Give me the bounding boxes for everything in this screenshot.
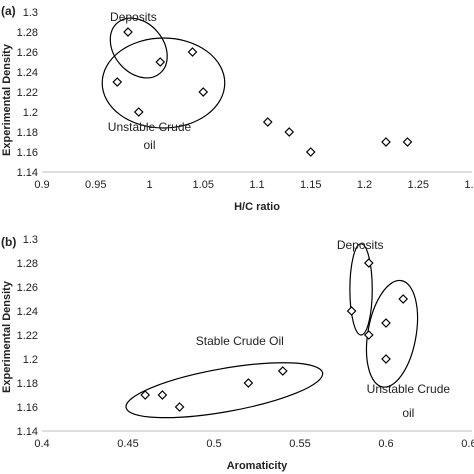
panel-b-x-axis-title: Aromaticity (227, 460, 288, 472)
panel-a-annotation-label: Deposits (110, 10, 157, 24)
panel-a-y-tick-label: 1.14 (17, 167, 38, 179)
panel-a-data-point (133, 107, 144, 117)
panel-b-x-tick-label: 0.45 (117, 438, 138, 450)
panel-b-data-point (140, 390, 151, 400)
panel-b-y-tick-label: 1.16 (17, 402, 38, 414)
panel-a-y-tick-label: 1.18 (17, 127, 38, 139)
panel-a-x-tick-label: 0.95 (85, 179, 106, 191)
panel-b-x-tick-label: 0.55 (289, 438, 310, 450)
panel-a-data-point (198, 87, 209, 97)
panel-a-x-tick-label: 1 (146, 179, 152, 191)
panel-a-scatter-chart: (a) Experimental Density H/C ratio 1.14 1… (1, 4, 474, 213)
panel-b-data-point (157, 390, 168, 400)
panel-b-data-point (277, 366, 288, 376)
panel-b-y-tick-label: 1.22 (17, 330, 38, 342)
panel-a-data-point (155, 57, 166, 67)
panel-a-data-point (112, 77, 123, 87)
panel-b-y-tick-label: 1.18 (17, 378, 38, 390)
panel-b-group-ellipse (125, 362, 324, 419)
panel-a-x-tick-label: 1.15 (300, 179, 321, 191)
panel-a-group-ellipse (101, 37, 226, 129)
panel-b-group-ellipse (365, 279, 419, 388)
panel-a-data-point (305, 147, 316, 157)
panel-b-scatter-chart: (b) Experimental Density Aromaticity 1.1… (1, 234, 474, 472)
panel-b-data-point (398, 294, 409, 304)
panel-b-x-tick-label: 0.5 (206, 438, 221, 450)
panel-a-x-tick-label: 1.05 (193, 179, 214, 191)
panel-a-data-point (123, 27, 133, 37)
panel-a-data-point (187, 47, 198, 57)
panel-a-y-tick-label: 1.2 (23, 107, 38, 119)
panel-a-data-point (402, 137, 413, 147)
panel-a-x-tick-label: 1.2 (357, 179, 372, 191)
panel-b-group-ellipse (349, 243, 373, 336)
panel-b-label: (b) (1, 235, 16, 249)
panel-a-y-tick-label: 1.24 (17, 67, 38, 79)
panel-a-label: (a) (1, 4, 16, 18)
panel-a-annotation-label: oil (143, 138, 155, 152)
panel-b-x-tick-label: 0.6 (378, 438, 393, 450)
panel-a-y-tick-label: 1.16 (17, 147, 38, 159)
panel-b-y-axis-title: Experimental Density (1, 280, 13, 393)
panel-b-y-tick-label: 1.28 (17, 258, 38, 270)
panel-b-annotation-label: oil (402, 406, 414, 420)
panel-a-data-point (284, 127, 295, 137)
panel-a-data-point (262, 117, 273, 127)
panel-a-x-axis-title: H/C ratio (234, 201, 280, 213)
panel-b-data-point (381, 354, 391, 364)
panel-b-y-tick-label: 1.26 (17, 282, 38, 294)
panel-b-data-point (381, 318, 391, 328)
panel-a-y-tick-label: 1.22 (17, 87, 38, 99)
panel-b-data-point (243, 378, 254, 388)
panel-b-y-tick-label: 1.14 (17, 426, 38, 438)
panel-b-y-tick-label: 1.24 (17, 306, 38, 318)
panel-a-annotation-label: Unstable Crude (108, 120, 192, 134)
panel-a-x-tick-label: 1.3 (464, 179, 474, 191)
panel-b-data-point (363, 258, 374, 268)
panel-b-data-point (174, 402, 185, 412)
panel-a-x-tick-label: 1.1 (249, 179, 264, 191)
panel-a-group-ellipse (109, 17, 168, 79)
panel-a-x-tick-label: 1.25 (408, 179, 429, 191)
panel-b-y-tick-label: 1.2 (23, 354, 38, 366)
panel-a-data-point (381, 137, 391, 147)
panel-b-annotation-label: Stable Crude Oil (196, 334, 284, 348)
panel-a-y-tick-label: 1.28 (17, 27, 38, 39)
panel-b-annotation-label: Deposits (337, 238, 384, 252)
panel-b-x-tick-label: 0.65 (461, 438, 474, 450)
panel-a-y-tick-label: 1.3 (23, 7, 38, 19)
panel-a-y-tick-label: 1.26 (17, 47, 38, 59)
panel-b-x-tick-label: 0.4 (34, 438, 49, 450)
panel-a-y-axis-title: Experimental Density (1, 43, 13, 156)
panel-b-data-point (346, 306, 357, 316)
panel-b-data-point (363, 330, 374, 340)
panel-b-y-tick-label: 1.3 (23, 234, 38, 246)
panel-b-annotation-label: Unstable Crude (367, 382, 451, 396)
panel-a-x-tick-label: 0.9 (34, 179, 49, 191)
